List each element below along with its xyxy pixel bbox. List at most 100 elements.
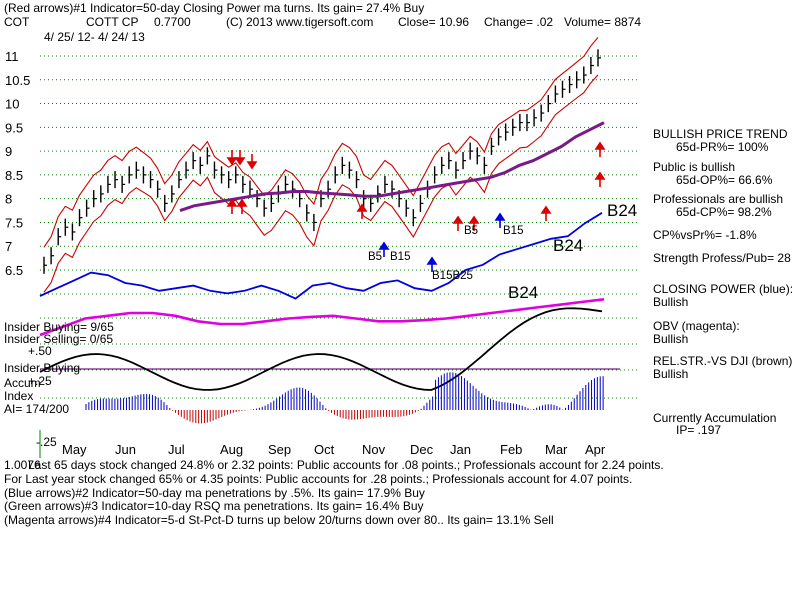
month-label: May	[62, 442, 87, 457]
signal-arrow	[226, 198, 238, 214]
signal-arrow	[540, 205, 552, 221]
closing-power	[39, 212, 603, 300]
footer-line-5: (Magenta arrows)#4 Indicator=5-d St-Pct-…	[4, 513, 554, 527]
y-tick-label: 7.5	[5, 215, 23, 230]
price-bars	[43, 49, 601, 274]
signal-arrow	[378, 241, 390, 257]
signal-arrow	[236, 198, 248, 214]
trend-pr: 65d-PR%= 100%	[676, 140, 769, 154]
accumulation-label: Currently Accumulation	[653, 411, 777, 425]
accum-label: Accum	[4, 376, 41, 390]
signal-b5-a: B5	[368, 251, 383, 263]
accumulation-histogram	[85, 372, 604, 424]
insider-buying-label: Insider Buying	[4, 361, 81, 375]
footer-line-1: Last 65 days stock changed 24.8% or 2.32…	[28, 458, 664, 472]
moving-average	[179, 121, 605, 213]
signal-arrow	[234, 150, 246, 166]
ai-value: AI= 174/200	[4, 402, 70, 416]
closing-power-value: Bullish	[653, 295, 689, 309]
y-tick-label: 8.5	[5, 168, 23, 183]
change-value: Change= .02	[484, 15, 554, 29]
month-label: Aug	[220, 442, 243, 457]
month-label: Dec	[410, 442, 434, 457]
pros-cp: 65d-CP%= 98.2%	[676, 205, 772, 219]
plus-25-label: +.25	[28, 374, 52, 388]
relative-strength	[39, 307, 603, 391]
footer-prefix: 1.0076	[4, 458, 41, 472]
closing-power-line	[39, 212, 603, 391]
obv-label: OBV (magenta):	[653, 319, 740, 333]
month-label: Jun	[115, 442, 136, 457]
cp-value: 0.7700	[154, 15, 191, 29]
signal-arrow	[356, 203, 368, 219]
month-label: Jan	[450, 442, 471, 457]
public-status: Public is bullish	[653, 160, 736, 174]
y-tick-label: 10.5	[5, 73, 30, 88]
relstr-value: Bullish	[653, 367, 689, 381]
lower-band	[43, 74, 599, 293]
trend-title: BULLISH PRICE TREND	[653, 127, 788, 141]
company-cp: COTT CP	[86, 15, 139, 29]
strength-ratio: Strength Profess/Pub= 28	[653, 251, 791, 265]
signal-arrow	[226, 150, 238, 166]
y-tick-label: 9	[5, 144, 12, 159]
signal-b15-b: B15	[503, 225, 524, 237]
month-label: Sep	[268, 442, 291, 457]
pros-status: Professionals are bullish	[653, 192, 784, 206]
volume-value: Volume= 8874	[564, 15, 642, 29]
signal-b24-price: B24	[607, 201, 638, 220]
month-label: Oct	[314, 442, 335, 457]
footer-line-4: (Green arrows)#3 Indicator=10-day RSQ ma…	[4, 499, 424, 513]
insider-buying-count: Insider Buying= 9/65	[4, 320, 114, 334]
month-label: Apr	[585, 442, 606, 457]
indicator-1-line: (Red arrows)#1 Indicator=50-day Closing …	[4, 1, 425, 15]
signal-b24-cp: B24	[553, 236, 584, 255]
signal-arrow	[594, 171, 606, 187]
accumulation-ip: IP= .197	[676, 423, 722, 437]
close-value: Close= 10.96	[398, 15, 470, 29]
month-labels: May Jun Jul Aug Sep Oct Nov Dec Jan Feb Mar Apr	[39, 430, 606, 458]
y-tick-label: 7	[5, 239, 12, 254]
signal-arrows	[226, 141, 606, 272]
minus-25-label: -.25	[36, 435, 57, 449]
signal-arrow	[468, 215, 480, 231]
y-tick-label: 6.5	[5, 263, 23, 278]
cp-vs-pr: CP%vsPr%= -1.8%	[653, 228, 757, 242]
signal-arrow	[426, 256, 438, 272]
date-range: 4/ 25/ 12- 4/ 24/ 13	[44, 30, 145, 44]
y-tick-label: 11	[5, 49, 19, 64]
obv	[39, 298, 605, 337]
index-label: Index	[4, 389, 34, 403]
insider-selling-count: Insider Selling= 0/65	[4, 332, 114, 346]
relstr-label: REL.STR.-VS DJI (brown)	[653, 354, 793, 368]
month-label: Mar	[545, 442, 568, 457]
y-tick-label: 10	[5, 97, 19, 112]
ma-50day	[179, 121, 605, 213]
public-op: 65d-OP%= 66.6%	[676, 173, 773, 187]
signal-arrow	[594, 141, 606, 157]
footer-line-3: (Blue arrows)#2 Indicator=50-day ma pene…	[4, 486, 425, 500]
signal-b5-b: B5	[464, 225, 479, 237]
y-tick-label: 9.5	[5, 120, 23, 135]
grid-lines	[40, 55, 640, 399]
y-tick-label: 8	[5, 192, 12, 207]
signal-b15-a: B15	[390, 251, 411, 263]
signal-b15-cluster: B15B25	[432, 270, 473, 282]
month-label: Nov	[362, 442, 386, 457]
signal-b24-obv: B24	[508, 283, 539, 302]
closing-power-label: CLOSING POWER (blue):	[653, 282, 794, 296]
signal-arrow	[452, 215, 464, 231]
signal-arrow	[494, 212, 506, 228]
signal-arrow	[246, 154, 258, 170]
plus-50-label: +.50	[28, 344, 52, 358]
ticker: COT	[4, 15, 30, 29]
month-label: Feb	[500, 442, 522, 457]
copyright: (C) 2013 www.tigersoft.com	[226, 15, 374, 29]
obv-line	[39, 298, 605, 337]
upper-band	[43, 37, 599, 248]
month-label: Jul	[168, 442, 185, 457]
obv-value: Bullish	[653, 332, 689, 346]
footer-line-2: For Last year stock changed 65% or 4.35 …	[4, 472, 633, 486]
y-axis-labels: 6.5 7 7.5 8 8.5 9 9.5 10 10.5 11	[5, 49, 30, 278]
